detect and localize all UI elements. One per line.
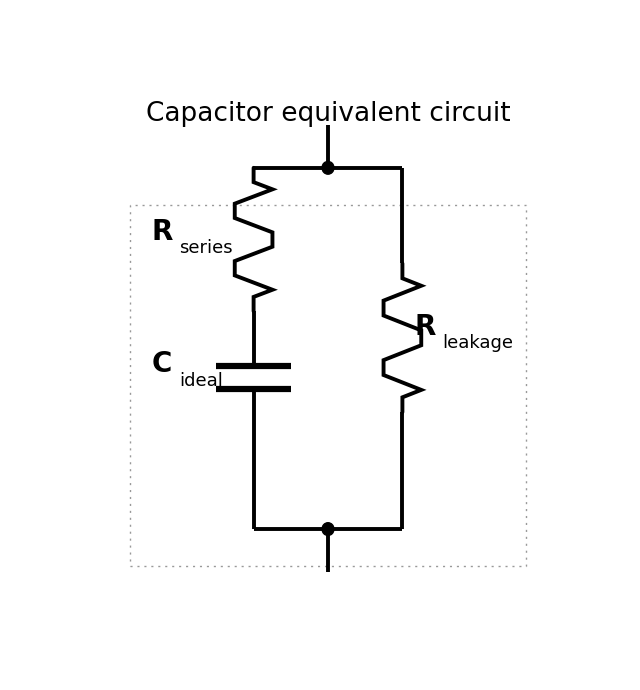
Text: R: R bbox=[415, 313, 436, 341]
Text: leakage: leakage bbox=[442, 335, 513, 353]
Text: C: C bbox=[152, 351, 172, 378]
Text: Capacitor equivalent circuit: Capacitor equivalent circuit bbox=[146, 101, 510, 128]
Circle shape bbox=[322, 523, 334, 535]
Text: ideal: ideal bbox=[179, 372, 223, 390]
Text: R: R bbox=[152, 217, 173, 246]
Circle shape bbox=[322, 161, 334, 174]
Text: series: series bbox=[179, 239, 233, 257]
